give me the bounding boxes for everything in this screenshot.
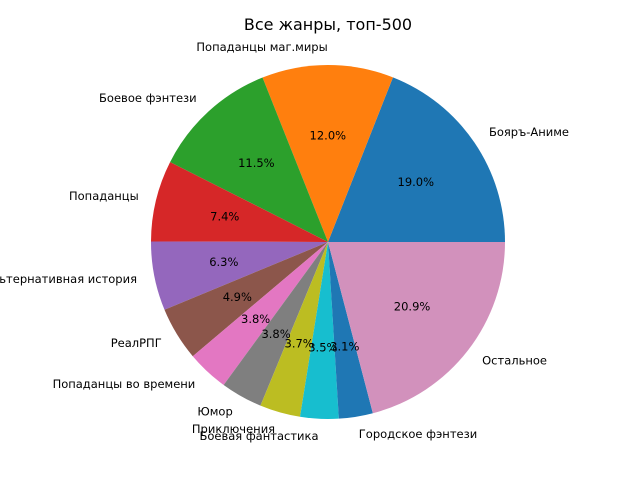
pie-slice [151, 162, 328, 242]
slice-category-label: РеалРПГ [111, 336, 162, 350]
pie-slice [300, 242, 339, 420]
pie-slice [328, 242, 505, 414]
pie-slice [262, 65, 393, 242]
slice-category-label: Приключения [192, 422, 275, 436]
slice-percent-label: 3.5% [308, 341, 337, 355]
slice-category-label: Попаданцы во времени [53, 377, 196, 391]
slice-category-label: Бояръ-Аниме [489, 125, 569, 139]
slice-percent-label: 3.1% [330, 339, 359, 353]
slice-category-label: Городское фэнтези [359, 427, 477, 441]
slice-percent-label: 19.0% [398, 175, 435, 189]
chart-title: Все жанры, топ-500 [244, 15, 412, 34]
slice-category-label: Попаданцы [69, 189, 139, 203]
slice-category-label: Альтернативная история [0, 272, 137, 286]
pie-category-labels: Бояръ-Аниме Попаданцы маг.миры Боевое фэнт… [0, 40, 569, 443]
pie-percent-labels: 19.0%12.0%11.5%7.4%6.3%4.9%3.8%3.8%3.7%3… [209, 128, 434, 354]
slice-percent-label: 6.3% [209, 255, 238, 269]
pie-slice [223, 242, 328, 406]
slice-percent-label: 3.7% [285, 337, 314, 351]
slice-percent-label: 11.5% [238, 156, 275, 170]
pie-slices [150, 65, 505, 420]
slice-percent-label: 7.4% [210, 210, 239, 224]
slice-percent-label: 3.8% [261, 327, 290, 341]
slice-percent-label: 3.8% [241, 312, 270, 326]
slice-category-label: Остальное [482, 353, 547, 367]
pie-slice [192, 242, 328, 385]
slice-category-label: Боевое фэнтези [99, 91, 197, 105]
pie-slice [328, 242, 373, 419]
slice-category-label: Боевая фантастика [199, 429, 318, 443]
slice-percent-label: 4.9% [223, 290, 252, 304]
slice-category-label: Юмор [197, 404, 232, 418]
pie-slice [328, 77, 505, 242]
slice-percent-label: 20.9% [394, 299, 431, 313]
slice-percent-label: 12.0% [310, 128, 347, 142]
slice-category-label: Попаданцы маг.миры [196, 40, 327, 54]
pie-slice [260, 242, 328, 417]
pie-slice [170, 77, 328, 242]
pie-slice [150, 241, 328, 310]
pie-slice [164, 242, 328, 357]
